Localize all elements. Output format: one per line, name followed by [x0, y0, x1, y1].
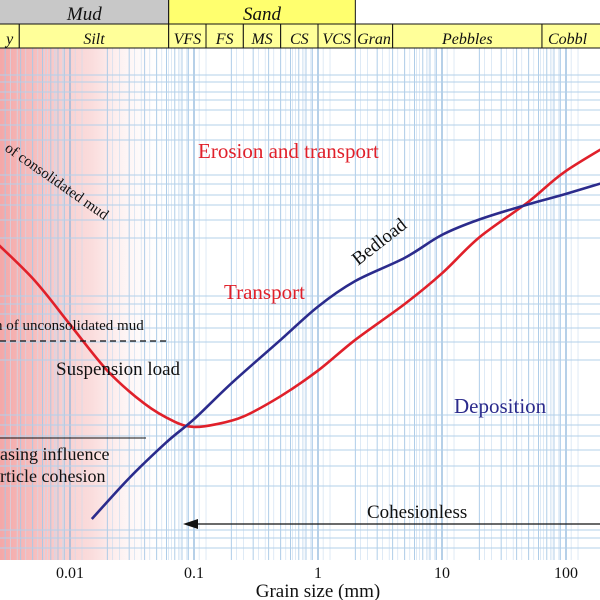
annotation-transport: Transport	[224, 280, 305, 304]
size-subclass-label: Silt	[83, 31, 105, 48]
size-subclass-cell	[18, 23, 170, 49]
deposition-threshold-curve	[90, 182, 600, 520]
size-subclass-cell	[168, 23, 207, 49]
size-class-bands: Mud Sand y Silt VFS FS MS CS VCS Gran Pebbles Cobbl	[0, 0, 600, 49]
x-axis-label: Grain size (mm)	[256, 581, 381, 600]
annotation-cohesionless: Cohesionless	[367, 502, 467, 523]
x-tick-label: 0.1	[184, 565, 204, 582]
grid	[0, 48, 600, 560]
size-class-cell	[0, 0, 170, 25]
size-class-label: Sand	[243, 4, 282, 25]
size-subclass-cell	[541, 23, 600, 49]
size-subclass-label: y	[4, 31, 14, 48]
annotation-suspension-load: Suspension load	[56, 359, 181, 380]
size-subclass-label: FS	[215, 31, 234, 48]
size-subclass-label: Pebbles	[441, 31, 493, 48]
erosion-threshold-curve	[0, 148, 600, 429]
size-subclass-label: CS	[290, 31, 309, 48]
size-class-label: Mud	[66, 4, 102, 25]
x-axis-ticks: 0.01 0.1 1 10 100	[56, 565, 578, 582]
size-subclass-cell	[242, 23, 282, 49]
size-subclass-label: VCS	[322, 31, 350, 48]
x-tick-label: 100	[554, 565, 578, 582]
annotation-erosion-and-transport: Erosion and transport	[198, 139, 379, 163]
cohesionless-arrow-head	[183, 519, 198, 529]
x-tick-label: 0.01	[56, 565, 84, 582]
annotation-unconsolidated-mud: n of unconsolidated mud	[0, 318, 144, 334]
annotation-particle-cohesion: article cohesion	[0, 466, 105, 486]
size-subclass-label: MS	[250, 31, 272, 48]
annotation-deposition: Deposition	[454, 394, 547, 418]
size-subclass-label: Gran	[357, 31, 391, 48]
size-subclass-cell	[354, 23, 394, 49]
annotation-decreasing-influence: easing influence	[0, 444, 109, 464]
size-subclass-label: Cobbl	[548, 31, 588, 48]
x-tick-label: 1	[314, 565, 322, 582]
x-tick-label: 10	[434, 565, 450, 582]
curves	[0, 148, 600, 520]
size-subclass-label: VFS	[174, 31, 202, 48]
